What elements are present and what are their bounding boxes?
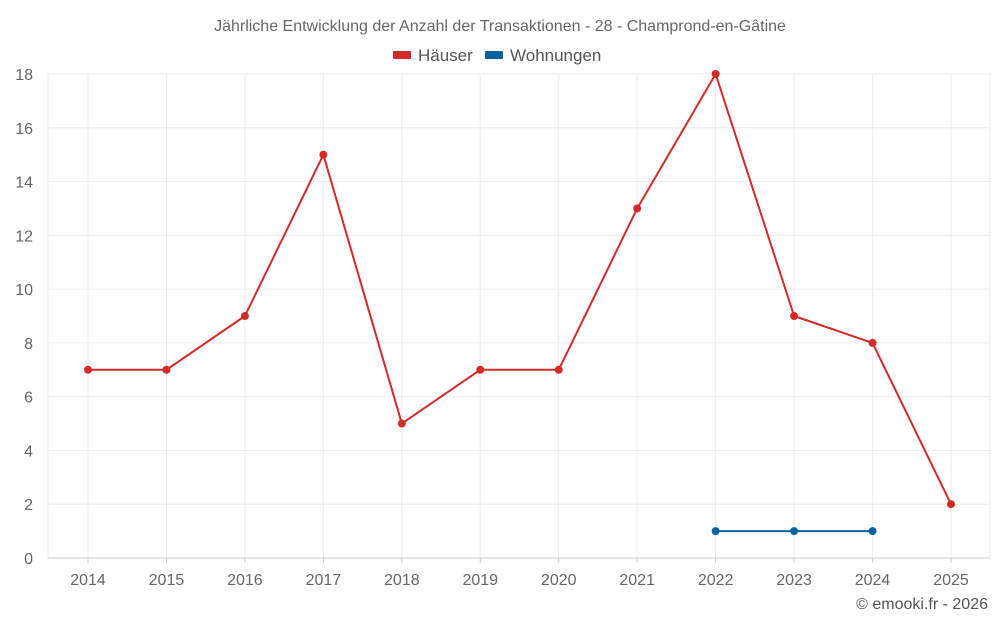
data-point [397,419,406,428]
y-tick-label: 6 [24,390,33,407]
x-tick-label: 2021 [619,572,655,589]
legend[interactable]: Häuser Wohnungen [393,46,601,65]
data-point [868,338,877,347]
y-tick-label: 2 [24,497,33,514]
y-tick-label: 18 [15,67,33,84]
legend-swatch-haeuser [393,51,411,59]
x-tick-label: 2015 [149,572,185,589]
legend-item-wohnungen[interactable]: Wohnungen [485,46,601,65]
y-tick-label: 0 [24,551,33,568]
x-tick-label: 2023 [776,572,812,589]
data-point [790,312,799,320]
data-point [711,527,720,536]
credit-text: © emooki.fr - 2026 [856,596,988,613]
data-point [633,204,642,213]
data-point [947,500,955,509]
data-point [711,70,720,78]
series-haeuser [84,70,955,509]
x-tick-label: 2014 [70,572,106,589]
chart-title: Jährliche Entwicklung der Anzahl der Tra… [214,18,786,35]
grid-lines [47,73,991,558]
x-tick-label: 2025 [933,572,969,589]
data-point [868,527,877,536]
data-point [84,365,92,374]
y-tick-label: 8 [24,336,33,353]
y-tick-label: 16 [15,121,33,138]
data-point [319,150,328,159]
x-tick-label: 2019 [462,572,498,589]
x-tick-label: 2022 [698,572,734,589]
x-tick-label: 2020 [541,572,577,589]
x-tick-label: 2024 [855,572,891,589]
y-tick-label: 10 [15,282,33,299]
x-tick-label: 2016 [227,572,263,589]
x-tick-label: 2018 [384,572,420,589]
legend-swatch-wohnungen [485,51,503,59]
data-point [476,365,485,374]
y-tick-label: 14 [15,175,33,192]
y-tick-label: 12 [15,228,33,245]
y-tick-label: 4 [24,443,33,460]
data-point [790,527,799,536]
series-wohnungen [711,527,877,536]
legend-label-haeuser: Häuser [418,46,473,65]
series-layer [84,70,955,536]
x-tick-label: 2017 [306,572,342,589]
data-point [554,365,563,374]
legend-label-wohnungen: Wohnungen [510,46,601,65]
data-point [162,365,171,374]
axes: 0 2 4 6 8 10 12 14 16 18 2014 2015 2016 2017 2018 2019 2… [15,67,990,589]
data-point [240,312,249,320]
series-line [88,73,952,505]
legend-item-haeuser[interactable]: Häuser [393,46,473,65]
